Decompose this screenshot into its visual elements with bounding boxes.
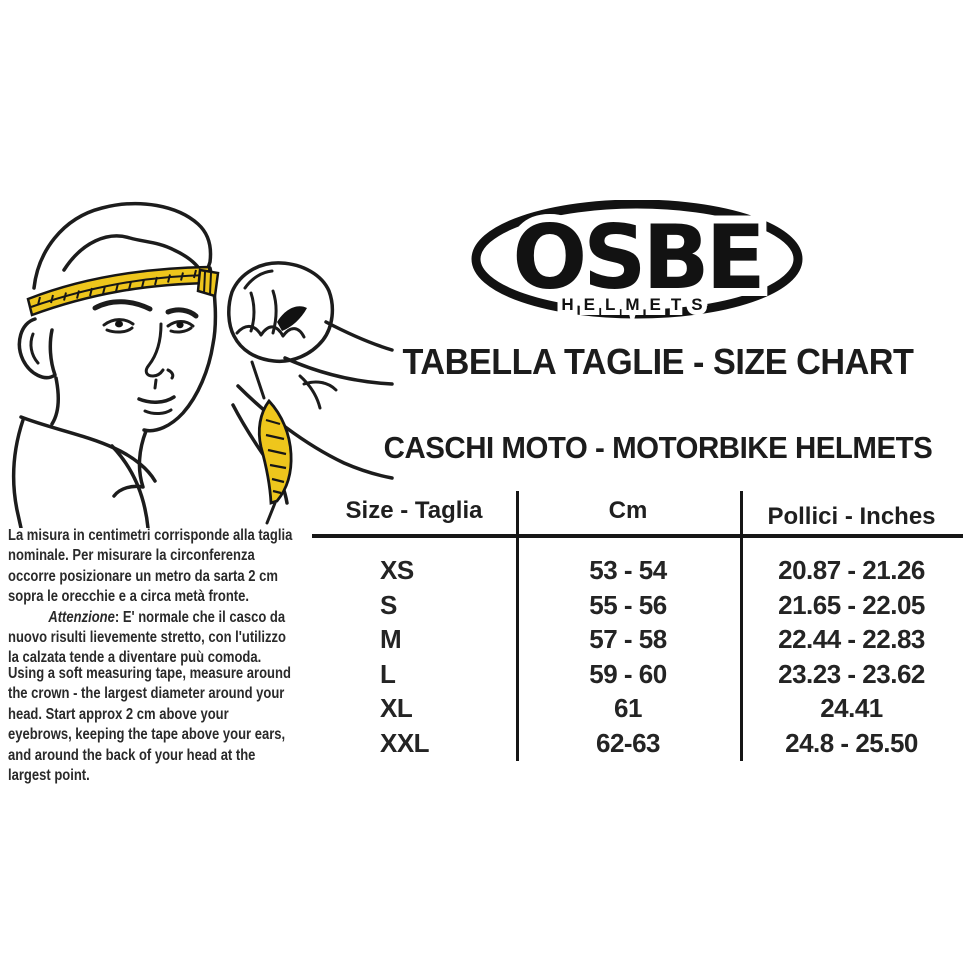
table-row: XS 53 - 54 20.87 - 21.26 bbox=[312, 553, 963, 588]
size-cell: XXL bbox=[380, 727, 430, 758]
note-line: nuovo risulti lievemente stretto, con l'… bbox=[8, 629, 287, 647]
eye-pupil-right bbox=[176, 321, 184, 329]
table-body: XS 53 - 54 20.87 - 21.26 S 55 - 56 21.65… bbox=[312, 553, 963, 761]
table-row: S 55 - 56 21.65 - 22.05 bbox=[312, 588, 963, 623]
measuring-tape-end bbox=[196, 268, 220, 298]
note-line: Using a soft measuring tape, measure aro… bbox=[8, 665, 291, 682]
note-line: occorre posizionare un metro da sarta 2 … bbox=[8, 567, 278, 585]
cm-cell: 59 - 60 bbox=[589, 658, 667, 689]
brand-logo: OSBE HELMETS bbox=[471, 200, 803, 319]
note-line: and around the back of your head at the bbox=[8, 746, 256, 764]
eye-pupil-left bbox=[115, 320, 123, 328]
table-row: XL 61 24.41 bbox=[312, 691, 963, 726]
table-column-divider bbox=[516, 491, 519, 761]
inches-cell: 24.8 - 25.50 bbox=[785, 727, 918, 758]
page-subtitle: CASCHI MOTO - MOTORBIKE HELMETS bbox=[383, 430, 933, 465]
logo-oval bbox=[471, 200, 803, 319]
table-row: L 59 - 60 23.23 - 23.62 bbox=[312, 657, 963, 692]
note-english: Using a soft measuring tape, measure aro… bbox=[8, 664, 291, 786]
note-line: largest point. bbox=[8, 767, 90, 785]
note-line: la calzata tende a diventare puù comoda. bbox=[8, 649, 262, 667]
cm-cell: 62-63 bbox=[596, 727, 661, 758]
logo-brand-text: OSBE bbox=[512, 206, 761, 309]
table-row: XXL 62-63 24.8 - 25.50 bbox=[312, 726, 963, 761]
table-header-row: Size - Taglia Cm Pollici - Inches bbox=[312, 497, 963, 533]
inches-cell: 21.65 - 22.05 bbox=[778, 589, 925, 620]
attention-rest: : E' normale che il casco da bbox=[114, 608, 286, 626]
head-measurement-illustration bbox=[11, 201, 394, 528]
note-line: La misura in centimetri corrisponde alla… bbox=[8, 527, 293, 544]
inches-cell: 22.44 - 22.83 bbox=[778, 624, 925, 655]
note-line: nominale. Per misurare la circonferenza bbox=[8, 547, 255, 565]
size-cell: L bbox=[380, 658, 396, 689]
size-table: Size - Taglia Cm Pollici - Inches XS 53 … bbox=[312, 491, 963, 773]
size-cell: M bbox=[380, 624, 402, 655]
page-title: TABELLA TAGLIE - SIZE CHART bbox=[402, 341, 914, 382]
size-cell: XS bbox=[380, 555, 414, 585]
column-header-cm: Cm bbox=[608, 497, 648, 524]
attention-word: Attenzione bbox=[48, 608, 115, 626]
table-row: M 57 - 58 22.44 - 22.83 bbox=[312, 622, 963, 657]
note-line: eyebrows, keeping the tape above your ea… bbox=[8, 726, 286, 744]
note-line: sopra le orecchie e a circa metà fronte. bbox=[8, 588, 249, 606]
note-italian: La misura in centimetri corrisponde alla… bbox=[8, 526, 292, 669]
cm-cell: 53 - 54 bbox=[589, 555, 667, 585]
table-header-rule bbox=[312, 534, 963, 538]
table-column-divider bbox=[740, 491, 743, 761]
cm-cell: 57 - 58 bbox=[589, 624, 667, 655]
column-header-size: Size - Taglia bbox=[345, 497, 483, 524]
size-cell: XL bbox=[380, 693, 413, 724]
logo-sub-text: HELMETS bbox=[561, 295, 712, 314]
cm-cell: 61 bbox=[614, 693, 642, 724]
inches-cell: 20.87 - 21.26 bbox=[778, 555, 925, 585]
inches-cell: 24.41 bbox=[820, 693, 883, 724]
cm-cell: 55 - 56 bbox=[589, 589, 667, 620]
note-line: head. Start approx 2 cm above your bbox=[8, 705, 229, 723]
note-line-attention: Attenzione: E' normale che il casco da bbox=[8, 608, 292, 628]
inches-cell: 23.23 - 23.62 bbox=[778, 658, 925, 689]
size-cell: S bbox=[380, 589, 397, 620]
column-header-inches: Pollici - Inches bbox=[767, 503, 936, 530]
note-line: the crown - the largest diameter around … bbox=[8, 685, 285, 703]
